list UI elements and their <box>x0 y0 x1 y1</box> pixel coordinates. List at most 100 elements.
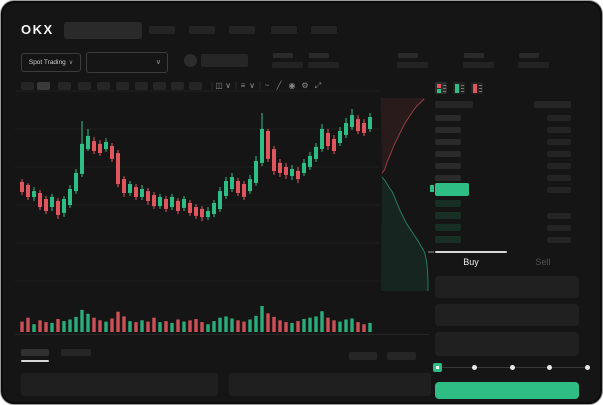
ask-row-amount <box>547 175 571 181</box>
bid-row-price[interactable] <box>435 212 461 219</box>
bottom-tab-active[interactable] <box>21 349 49 356</box>
orderbook-col-header-price <box>435 101 473 108</box>
icon-lines <box>460 88 464 89</box>
chevron-down-icon[interactable]: ∨ <box>225 81 231 90</box>
bottom-right-item[interactable] <box>349 352 377 360</box>
ask-row-price[interactable] <box>435 163 461 169</box>
line-tool-icon[interactable]: ~ <box>264 81 270 90</box>
bid-row-price[interactable] <box>435 236 461 243</box>
stat-value-placeholder <box>272 62 303 68</box>
buy-submit-button[interactable] <box>435 382 579 399</box>
last-price-bar[interactable] <box>435 183 469 196</box>
bids-only-view-icon[interactable] <box>453 82 465 94</box>
chart-gridlines <box>15 90 379 282</box>
draw-tool-icon[interactable]: ╱ <box>276 81 282 90</box>
volume-bars <box>20 306 372 332</box>
tab-sell[interactable]: Sell <box>535 257 551 267</box>
icon-bars <box>455 84 459 93</box>
nav-item-placeholder[interactable] <box>271 26 297 34</box>
divider: | <box>258 81 262 90</box>
timeframe-button[interactable] <box>78 82 91 90</box>
settings-gear-icon[interactable]: ⚙ <box>301 81 309 90</box>
candle-type-icon[interactable]: ◫ <box>215 81 223 90</box>
total-input[interactable] <box>435 332 579 356</box>
timeframe-button[interactable] <box>153 82 166 90</box>
divider: | <box>210 81 214 90</box>
fullscreen-icon[interactable]: ⤢ <box>314 81 322 90</box>
screenshot-icon[interactable]: ◉ <box>288 81 296 90</box>
ask-row-amount <box>547 115 571 121</box>
bid-row-amount <box>547 237 571 243</box>
price-input[interactable] <box>435 276 579 298</box>
coin-icon <box>184 54 197 67</box>
okx-logo: OKX <box>21 22 54 37</box>
timeframe-button[interactable] <box>21 82 34 90</box>
nav-item-placeholder[interactable] <box>189 26 215 34</box>
market-type-dropdown[interactable]: Spot Trading ∨ <box>21 53 81 72</box>
slider-stop[interactable] <box>509 365 515 370</box>
timeframe-button[interactable] <box>97 82 110 90</box>
slider-stop[interactable] <box>547 365 552 370</box>
ask-row-amount <box>547 151 571 157</box>
ask-row-price[interactable] <box>435 139 461 145</box>
timeframe-button[interactable] <box>135 82 148 90</box>
ask-row-amount <box>547 127 571 133</box>
nav-item-placeholder[interactable] <box>229 26 255 34</box>
bid-row-price[interactable] <box>435 224 461 231</box>
active-tab-underline <box>21 360 49 362</box>
stat-value-placeholder <box>463 62 494 68</box>
bottom-right-item[interactable] <box>387 352 416 360</box>
ask-row-price[interactable] <box>435 115 461 121</box>
indicators-icon[interactable]: ≡ <box>240 81 246 90</box>
combined-book-view-icon[interactable] <box>435 82 447 94</box>
nav-item-placeholder[interactable] <box>149 26 175 34</box>
timeframe-button[interactable] <box>37 82 50 90</box>
search-input[interactable] <box>64 22 142 39</box>
amount-input[interactable] <box>435 304 579 326</box>
pair-selector-dropdown[interactable]: ∨ <box>86 52 168 73</box>
orders-panel-placeholder <box>229 373 431 396</box>
orderbook-col-header-amount <box>534 101 571 108</box>
tab-buy[interactable]: Buy <box>463 257 479 267</box>
icon-lines <box>442 88 446 89</box>
icon-bars <box>437 89 441 93</box>
icon-bars <box>437 84 441 88</box>
depth-last-price-marker <box>430 185 434 192</box>
stat-value-placeholder <box>397 62 428 68</box>
icon-bars <box>473 84 477 93</box>
chevron-down-icon[interactable]: ∨ <box>249 81 255 90</box>
asks-only-view-icon[interactable] <box>471 82 483 94</box>
icon-lines <box>478 91 482 92</box>
icon-lines <box>478 85 482 86</box>
stat-label-placeholder <box>519 53 539 58</box>
ask-row-amount <box>547 163 571 169</box>
ask-row-price[interactable] <box>435 127 461 133</box>
timeframe-button[interactable] <box>58 82 71 90</box>
bid-row-amount <box>547 213 571 219</box>
last-price-placeholder <box>201 54 248 67</box>
divider: | <box>234 81 238 90</box>
ask-row-price[interactable] <box>435 151 461 157</box>
nav-item-placeholder[interactable] <box>311 26 337 34</box>
slider-stop[interactable] <box>584 365 590 370</box>
icon-lines <box>442 85 446 86</box>
icon-lines <box>442 91 446 92</box>
timeframe-button[interactable] <box>189 82 202 90</box>
candles <box>20 109 372 222</box>
slider-handle[interactable] <box>432 363 442 372</box>
timeframe-button[interactable] <box>116 82 129 90</box>
stat-label-placeholder <box>309 53 329 58</box>
slider-handle-dot <box>435 366 439 369</box>
chevron-down-icon: ∨ <box>68 60 74 66</box>
ask-row-price[interactable] <box>435 175 461 181</box>
buy-tab-indicator <box>435 251 507 253</box>
stat-label-placeholder <box>464 53 484 58</box>
bid-row-price[interactable] <box>435 200 461 207</box>
icon-lines <box>460 85 464 86</box>
bottom-tab[interactable] <box>61 349 91 356</box>
slider-stop[interactable] <box>472 365 477 370</box>
icon-lines <box>478 88 482 89</box>
market-type-label: Spot Trading <box>28 59 66 66</box>
timeframe-button[interactable] <box>171 82 184 90</box>
